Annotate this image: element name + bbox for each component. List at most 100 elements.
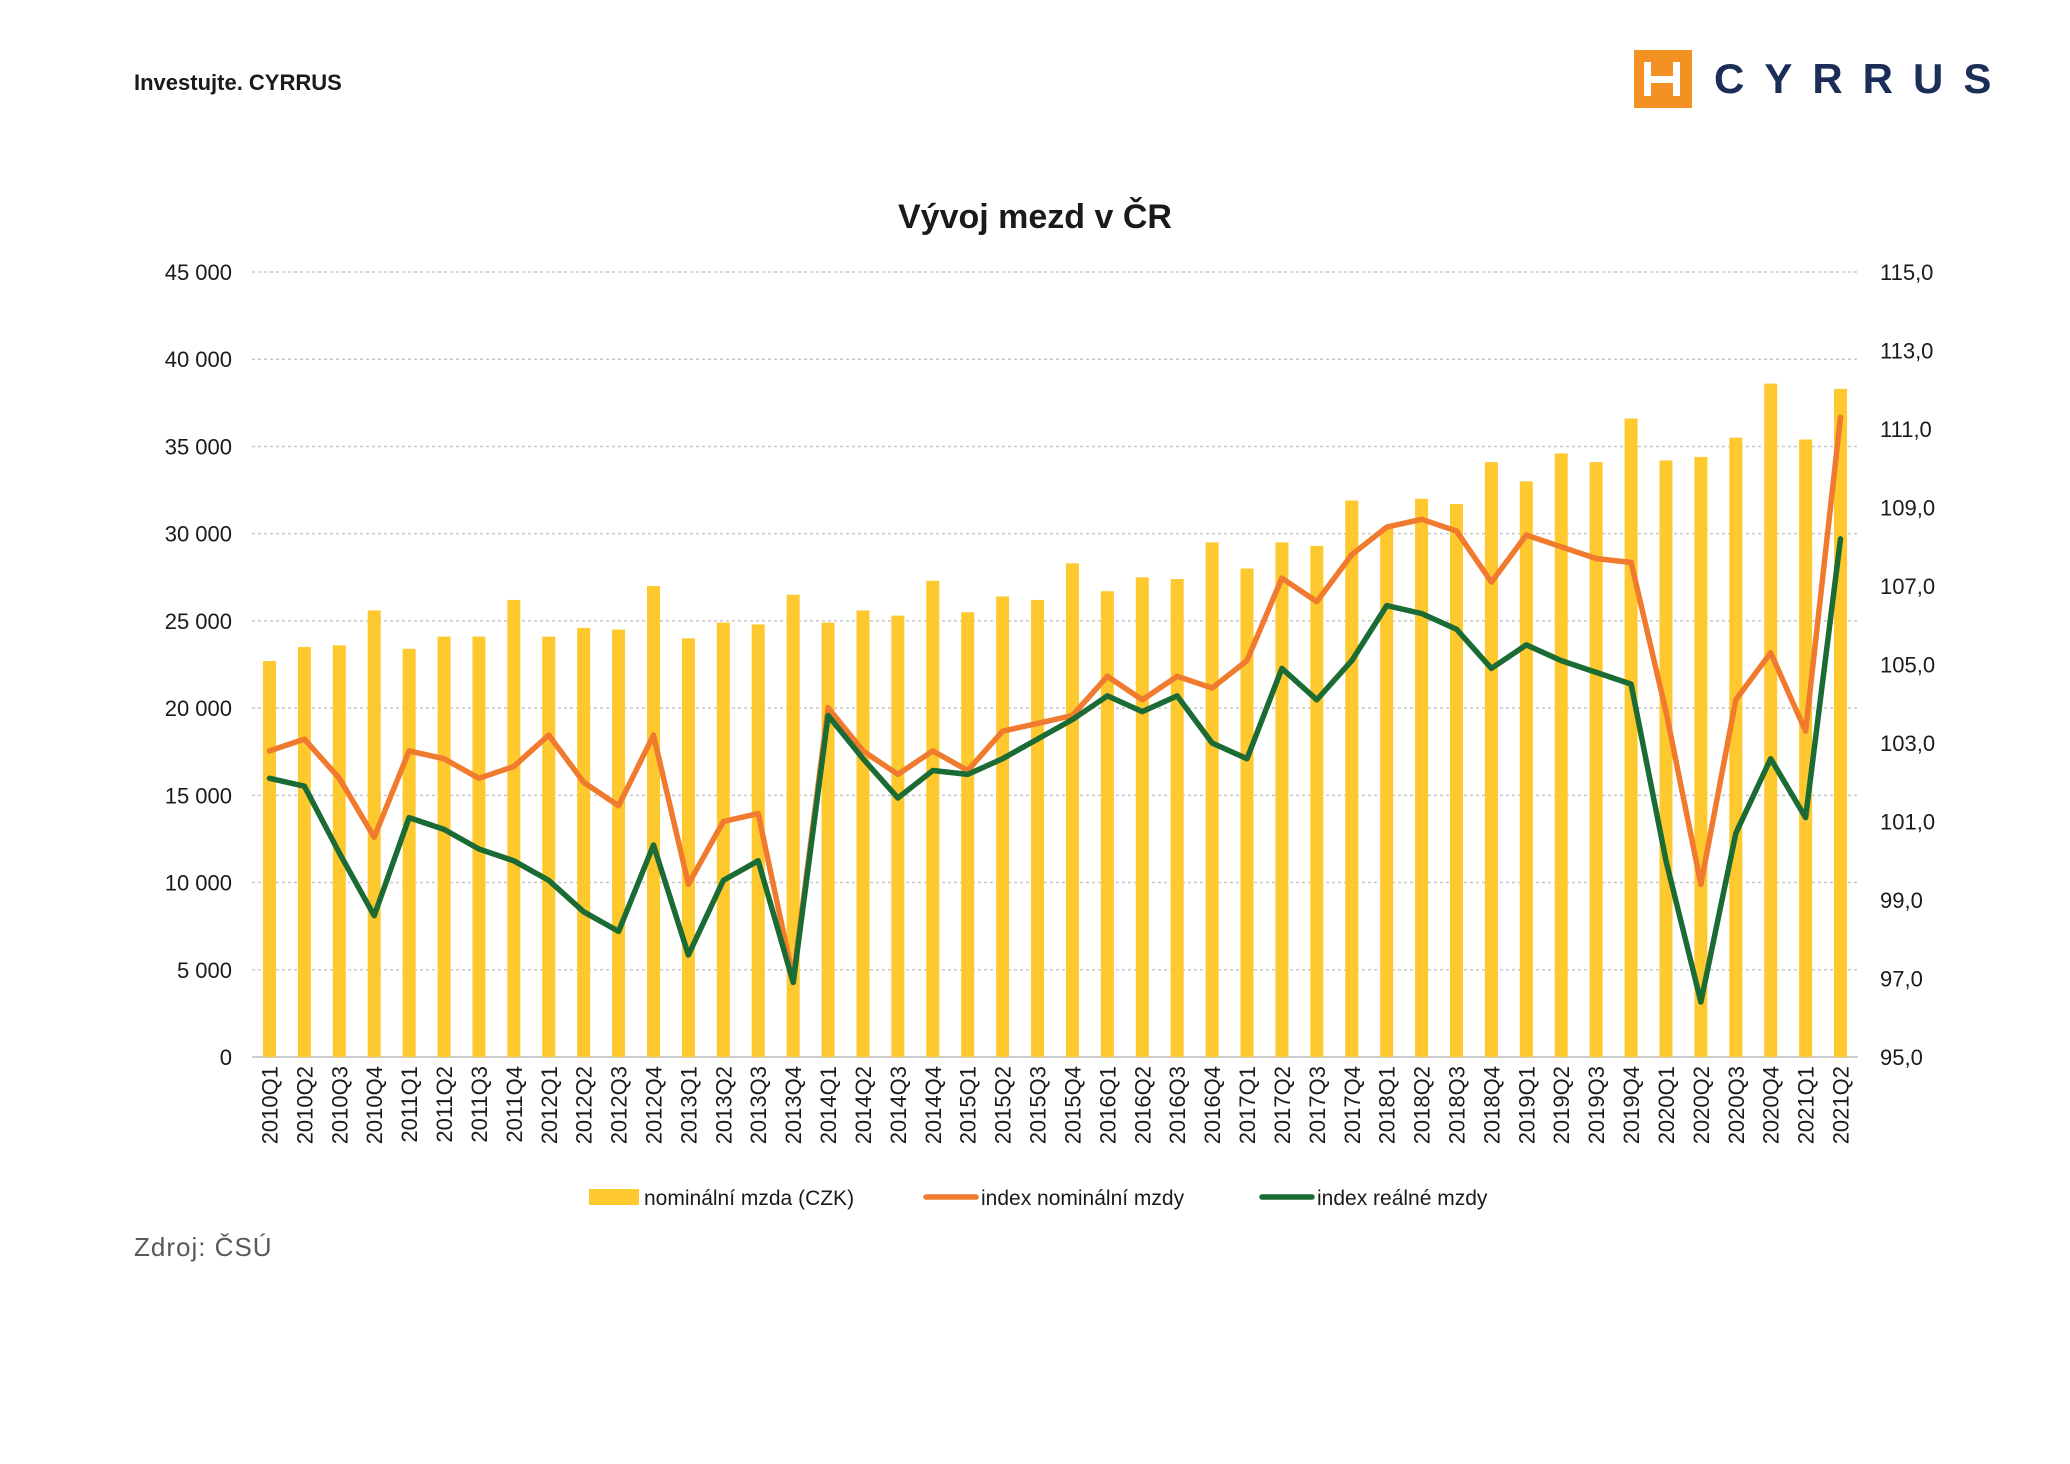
right-tick-label: 107,0 xyxy=(1880,574,1935,599)
x-tick-label: 2015Q3 xyxy=(1026,1066,1051,1144)
bar xyxy=(297,647,311,1057)
left-tick-label: 35 000 xyxy=(165,434,232,459)
bar xyxy=(786,594,800,1057)
x-tick-label: 2015Q2 xyxy=(991,1066,1016,1144)
bar xyxy=(1729,437,1743,1057)
bar xyxy=(542,636,556,1057)
cyrrus-logo: CYRRUS xyxy=(1634,50,2011,108)
x-tick-label: 2020Q3 xyxy=(1724,1066,1749,1144)
x-tick-label: 2012Q3 xyxy=(607,1066,632,1144)
x-tick-label: 2019Q3 xyxy=(1584,1066,1609,1144)
bar xyxy=(1205,542,1219,1057)
bar xyxy=(1624,418,1638,1057)
bar xyxy=(1519,481,1533,1057)
x-tick-label: 2010Q3 xyxy=(327,1066,352,1144)
line-series xyxy=(266,414,1844,1005)
bar xyxy=(1310,545,1324,1057)
bar xyxy=(891,615,905,1057)
x-tick-label: 2013Q3 xyxy=(746,1066,771,1144)
x-tick-label: 2016Q3 xyxy=(1165,1066,1190,1144)
x-tick-label: 2014Q3 xyxy=(886,1066,911,1144)
right-axis-ticks: 95,0 97,0 99,0 101,0 103,0 105,0 107,0 109,0 111… xyxy=(1880,260,1935,1070)
x-tick-label: 2018Q4 xyxy=(1479,1066,1504,1144)
bar xyxy=(647,586,660,1057)
x-tick-label: 2020Q2 xyxy=(1689,1066,1714,1144)
x-tick-label: 2017Q1 xyxy=(1235,1066,1260,1144)
bar xyxy=(1240,568,1254,1057)
x-tick-label: 2019Q4 xyxy=(1619,1066,1644,1144)
x-tick-label: 2018Q3 xyxy=(1445,1066,1470,1144)
bar xyxy=(1275,542,1289,1057)
bar xyxy=(1031,599,1045,1057)
bar xyxy=(1100,591,1114,1057)
bar xyxy=(262,661,276,1057)
bar xyxy=(751,624,765,1057)
bar xyxy=(716,622,730,1057)
bar xyxy=(821,622,835,1057)
x-tick-label: 2021Q2 xyxy=(1829,1066,1854,1144)
bar xyxy=(1065,563,1079,1057)
bar xyxy=(996,596,1010,1057)
x-tick-label: 2017Q3 xyxy=(1305,1066,1330,1144)
x-tick-label: 2011Q1 xyxy=(397,1066,422,1143)
x-tick-label: 2013Q4 xyxy=(781,1066,806,1144)
x-tick-label: 2011Q2 xyxy=(432,1066,457,1143)
right-tick-label: 99,0 xyxy=(1880,888,1923,913)
left-tick-label: 15 000 xyxy=(165,783,232,808)
x-tick-label: 2010Q2 xyxy=(292,1066,317,1144)
bar xyxy=(612,629,626,1057)
bar xyxy=(1170,579,1184,1057)
right-tick-label: 113,0 xyxy=(1880,339,1933,364)
left-tick-label: 10 000 xyxy=(165,871,232,896)
x-axis-ticks: 2010Q1 2010Q2 2010Q3 2010Q4 2011Q1 2011Q2 2011… xyxy=(257,1066,1853,1144)
left-tick-label: 25 000 xyxy=(165,609,232,634)
x-tick-label: 2020Q4 xyxy=(1759,1066,1784,1144)
bar xyxy=(1484,462,1498,1058)
x-tick-label: 2016Q1 xyxy=(1095,1066,1120,1144)
left-tick-label: 30 000 xyxy=(165,522,232,547)
bar xyxy=(961,612,975,1057)
x-tick-label: 2018Q1 xyxy=(1375,1066,1400,1144)
x-tick-label: 2014Q2 xyxy=(851,1066,876,1144)
x-tick-label: 2015Q1 xyxy=(956,1066,981,1144)
right-tick-label: 115,0 xyxy=(1880,260,1933,285)
x-tick-label: 2015Q4 xyxy=(1060,1066,1085,1144)
legend: nominální mzda (CZK) index nominální mzdy… xyxy=(589,1187,1488,1210)
x-tick-label: 2017Q4 xyxy=(1340,1066,1365,1144)
x-tick-label: 2018Q2 xyxy=(1410,1066,1435,1144)
bar xyxy=(1380,528,1394,1057)
right-tick-label: 97,0 xyxy=(1880,967,1923,992)
right-tick-label: 103,0 xyxy=(1880,731,1935,756)
legend-label: nominální mzda (CZK) xyxy=(644,1187,854,1210)
left-tick-label: 20 000 xyxy=(165,696,232,721)
left-tick-label: 40 000 xyxy=(165,347,232,372)
bar xyxy=(1764,383,1778,1058)
x-tick-label: 2016Q4 xyxy=(1200,1066,1225,1144)
left-tick-label: 45 000 xyxy=(165,260,232,285)
brand-tagline: Investujte. CYRRUS xyxy=(134,70,342,95)
bar xyxy=(1450,504,1463,1057)
bar xyxy=(402,648,416,1057)
x-tick-label: 2019Q1 xyxy=(1514,1066,1539,1144)
x-tick-label: 2012Q2 xyxy=(572,1066,597,1144)
bar xyxy=(1834,388,1848,1057)
left-tick-label: 0 xyxy=(220,1045,232,1070)
right-tick-label: 105,0 xyxy=(1880,653,1935,678)
x-tick-label: 2014Q1 xyxy=(816,1066,841,1144)
left-tick-label: 5 000 xyxy=(177,958,232,983)
legend-label: index reálné mzdy xyxy=(1317,1187,1488,1210)
x-tick-label: 2021Q1 xyxy=(1794,1066,1819,1144)
bar xyxy=(1589,462,1603,1058)
x-tick-label: 2019Q2 xyxy=(1549,1066,1574,1144)
x-tick-label: 2020Q1 xyxy=(1654,1066,1679,1144)
grid-lines xyxy=(252,271,1858,1058)
bar xyxy=(577,627,591,1057)
x-tick-label: 2014Q4 xyxy=(921,1066,946,1144)
right-tick-label: 101,0 xyxy=(1880,810,1935,835)
x-tick-label: 2011Q3 xyxy=(467,1066,492,1143)
bar xyxy=(1799,439,1813,1057)
bar xyxy=(1554,453,1568,1057)
legend-label: index nominální mzdy xyxy=(981,1187,1185,1210)
x-tick-label: 2012Q4 xyxy=(642,1066,667,1144)
